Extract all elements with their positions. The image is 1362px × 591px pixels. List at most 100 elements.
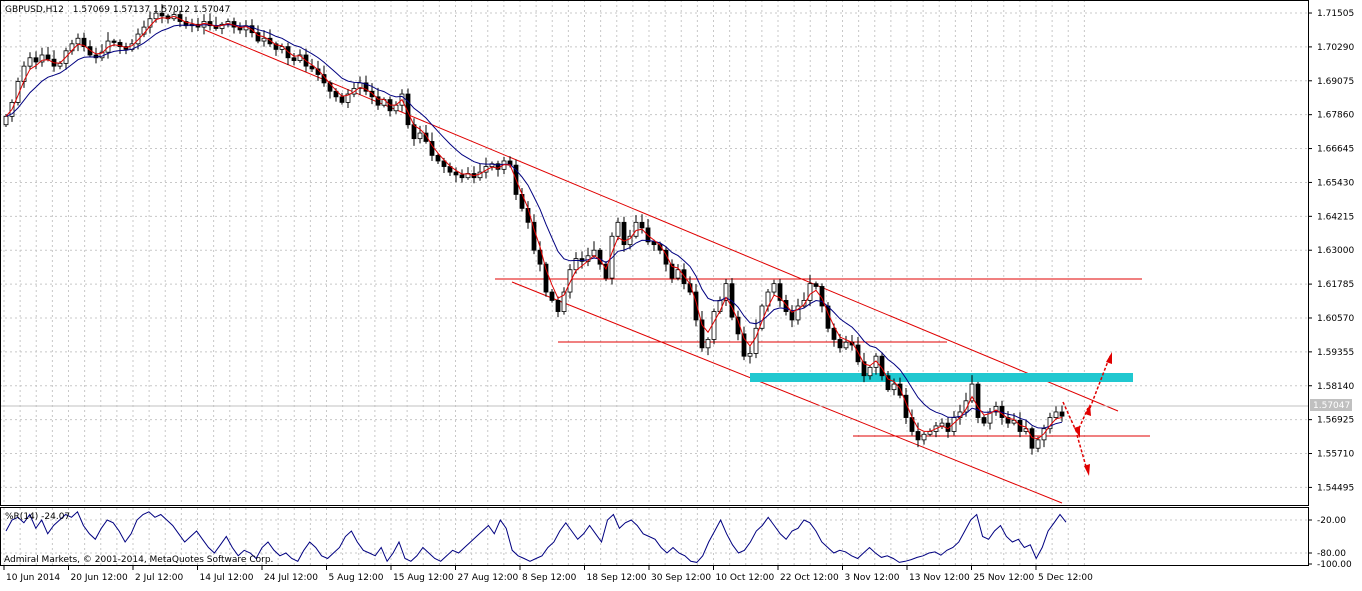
candle-body xyxy=(777,283,783,301)
candle-body xyxy=(459,174,465,179)
candle-body xyxy=(45,54,51,60)
candle-body xyxy=(435,154,441,162)
time-tick-label: 15 Aug 12:00 xyxy=(393,573,454,583)
candle-body xyxy=(375,96,381,106)
candle-body xyxy=(537,249,543,265)
arrow-down-2 xyxy=(1076,434,1088,471)
arrow-up-1-head xyxy=(1085,404,1091,416)
candle-body xyxy=(561,291,567,312)
candle-body xyxy=(135,33,141,45)
candle-body xyxy=(927,431,933,435)
resistance-zone xyxy=(750,373,1133,382)
candle-body xyxy=(753,327,759,354)
indicator-tick-label: -100.00 xyxy=(1317,560,1352,570)
candle-body xyxy=(207,21,213,27)
price-tick-label: 1.71505 xyxy=(1317,9,1354,19)
time-tick-label: 8 Sep 12:00 xyxy=(522,573,577,583)
candle-body xyxy=(615,221,621,237)
candle-body xyxy=(963,400,969,413)
candle-body xyxy=(567,269,573,293)
candle-body xyxy=(15,81,21,103)
time-tick-label: 18 Sep 12:00 xyxy=(587,573,647,583)
candle-body xyxy=(891,383,897,391)
candle-body xyxy=(981,417,987,424)
candle-body xyxy=(345,93,351,103)
time-tick-label: 25 Nov 12:00 xyxy=(974,573,1035,583)
price-tick-label: 1.56925 xyxy=(1317,416,1354,426)
candle-body xyxy=(651,241,657,246)
candle-body xyxy=(975,383,981,418)
candle-body xyxy=(81,37,87,48)
candle-body xyxy=(621,221,627,246)
candle-body xyxy=(873,355,879,368)
candle-body xyxy=(747,352,753,357)
candle-body xyxy=(783,300,789,312)
time-tick-label: 30 Sep 12:00 xyxy=(651,573,711,583)
candle-body xyxy=(807,283,813,301)
candle-body xyxy=(663,249,669,265)
candle-body xyxy=(441,160,447,167)
indicator-tick-label: -20.00 xyxy=(1317,516,1346,526)
candle-body xyxy=(921,433,927,441)
candle-body xyxy=(1029,428,1035,449)
candle-body xyxy=(771,283,777,293)
candle-body xyxy=(111,40,117,43)
candle-body xyxy=(969,383,975,402)
current-price-label: 1.57047 xyxy=(1313,401,1350,411)
arrow-up-2 xyxy=(1089,355,1111,409)
arrow-down-2-head xyxy=(1084,464,1090,476)
candle-body xyxy=(327,82,333,92)
candle-body xyxy=(837,339,843,349)
candle-body xyxy=(675,269,681,279)
candle-body xyxy=(261,37,267,42)
candle-body xyxy=(417,132,423,140)
candle-body xyxy=(153,12,159,20)
candle-body xyxy=(855,344,861,363)
candle-body xyxy=(801,300,807,307)
candle-body xyxy=(573,258,579,271)
candle-body xyxy=(627,235,633,246)
candle-body xyxy=(405,93,411,126)
time-tick-label: 13 Nov 12:00 xyxy=(909,573,970,583)
candle-body xyxy=(531,221,537,251)
candle-body xyxy=(633,221,639,237)
candle-body xyxy=(1059,411,1065,417)
candle-body xyxy=(267,37,273,45)
candle-body xyxy=(423,132,429,142)
candle-body xyxy=(915,431,921,441)
arrow-down-1 xyxy=(1062,401,1078,434)
candle-body xyxy=(1035,439,1041,449)
indicator-label: %R(14) -24.07 xyxy=(5,512,70,522)
channel-lower-line xyxy=(511,281,1063,504)
candle-body xyxy=(903,394,909,418)
price-tick-label: 1.69075 xyxy=(1317,77,1354,87)
candle-body xyxy=(333,90,339,98)
candle-body xyxy=(639,221,645,229)
price-tick-label: 1.63000 xyxy=(1317,246,1354,256)
candle-body xyxy=(525,207,531,223)
candle-body xyxy=(57,62,63,67)
price-tick-label: 1.61785 xyxy=(1317,280,1354,290)
candle-body xyxy=(363,82,369,92)
candle-body xyxy=(1053,411,1059,418)
candle-body xyxy=(549,291,555,301)
candle-body xyxy=(723,283,729,301)
candle-body xyxy=(39,54,45,63)
candle-body xyxy=(27,57,33,67)
candle-body xyxy=(369,90,375,98)
candle-body xyxy=(255,32,261,42)
main-grid xyxy=(0,0,1308,505)
candle-body xyxy=(219,23,225,29)
price-tick-label: 1.58140 xyxy=(1317,382,1354,392)
channel-lines xyxy=(204,29,1150,504)
arrow-up-2-head xyxy=(1106,352,1112,364)
candle-body xyxy=(33,57,39,63)
candle-body xyxy=(183,21,189,27)
indicator-tick-label: -80.00 xyxy=(1317,549,1346,559)
candle-body xyxy=(393,104,399,112)
price-tick-label: 1.70290 xyxy=(1317,43,1354,53)
time-tick-label: 22 Oct 12:00 xyxy=(780,573,839,583)
copyright-label: Admiral Markets, © 2001-2014, MetaQuotes… xyxy=(4,555,273,565)
candle-body xyxy=(339,96,345,103)
